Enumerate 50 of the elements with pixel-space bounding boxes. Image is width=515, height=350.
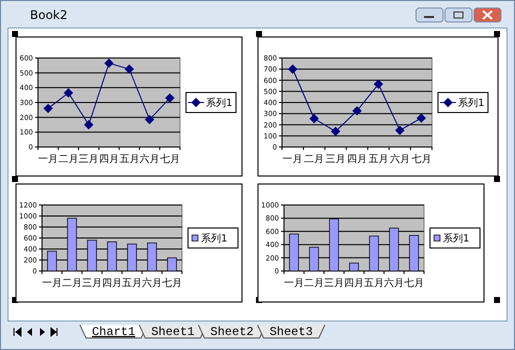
sheet-tab: Sheet3 bbox=[257, 324, 326, 339]
x-tick-label: 五月 bbox=[368, 154, 388, 165]
x-tick-label: 二月 bbox=[304, 154, 324, 165]
x-tick-label: 七月 bbox=[160, 153, 180, 165]
legend-label: 系列1 bbox=[458, 97, 484, 109]
legend-label: 系列1 bbox=[206, 97, 232, 109]
x-tick-label: 一月 bbox=[284, 278, 304, 289]
x-tick-label: 二月 bbox=[304, 278, 324, 289]
x-tick-label: 四月 bbox=[102, 278, 122, 289]
caption: Chart1 bbox=[92, 325, 136, 339]
point bbox=[416, 114, 426, 123]
point bbox=[288, 64, 298, 74]
x-tick-label: 六月 bbox=[384, 277, 404, 289]
x-tick-label: 二月 bbox=[58, 154, 78, 165]
x-tick-label: 四月 bbox=[347, 154, 367, 165]
point bbox=[331, 126, 340, 136]
point bbox=[84, 120, 94, 130]
x-tick-label: 六月 bbox=[390, 153, 410, 165]
legend-label: 系列1 bbox=[201, 232, 228, 244]
x-tick-label: 一月 bbox=[42, 278, 62, 289]
point bbox=[395, 126, 404, 135]
x-tick-label: 五月 bbox=[122, 278, 142, 289]
x-tick-label: 五月 bbox=[364, 278, 384, 289]
point bbox=[104, 58, 114, 68]
x-tick-label: 四月 bbox=[344, 278, 364, 289]
x-tick-label: 一月 bbox=[38, 154, 58, 165]
point bbox=[145, 115, 154, 124]
point bbox=[165, 94, 174, 103]
x-tick-label: 三月 bbox=[82, 278, 102, 289]
x-tick-label: 七月 bbox=[404, 277, 424, 289]
x-tick-label: 三月 bbox=[78, 154, 99, 165]
text: Book2 bbox=[30, 8, 68, 22]
x-tick-label: 三月 bbox=[324, 278, 344, 289]
x-tick-label: 四月 bbox=[99, 154, 119, 165]
point bbox=[124, 64, 134, 74]
point bbox=[64, 88, 73, 98]
x-tick-label: 三月 bbox=[326, 154, 346, 165]
bar bbox=[349, 262, 359, 272]
point bbox=[44, 104, 53, 113]
point bbox=[310, 114, 319, 124]
x-tick-label: 六月 bbox=[142, 277, 162, 289]
x-tick-label: 七月 bbox=[162, 277, 182, 289]
point bbox=[352, 106, 362, 116]
x-tick-label: 二月 bbox=[62, 278, 82, 289]
point bbox=[374, 80, 383, 89]
x-tick-label: 一月 bbox=[282, 154, 303, 165]
x-tick-label: 五月 bbox=[119, 154, 140, 165]
legend-label: 系列1 bbox=[443, 232, 470, 244]
x-tick-label: 七月 bbox=[411, 153, 432, 165]
x-tick-label: 六月 bbox=[140, 153, 160, 165]
